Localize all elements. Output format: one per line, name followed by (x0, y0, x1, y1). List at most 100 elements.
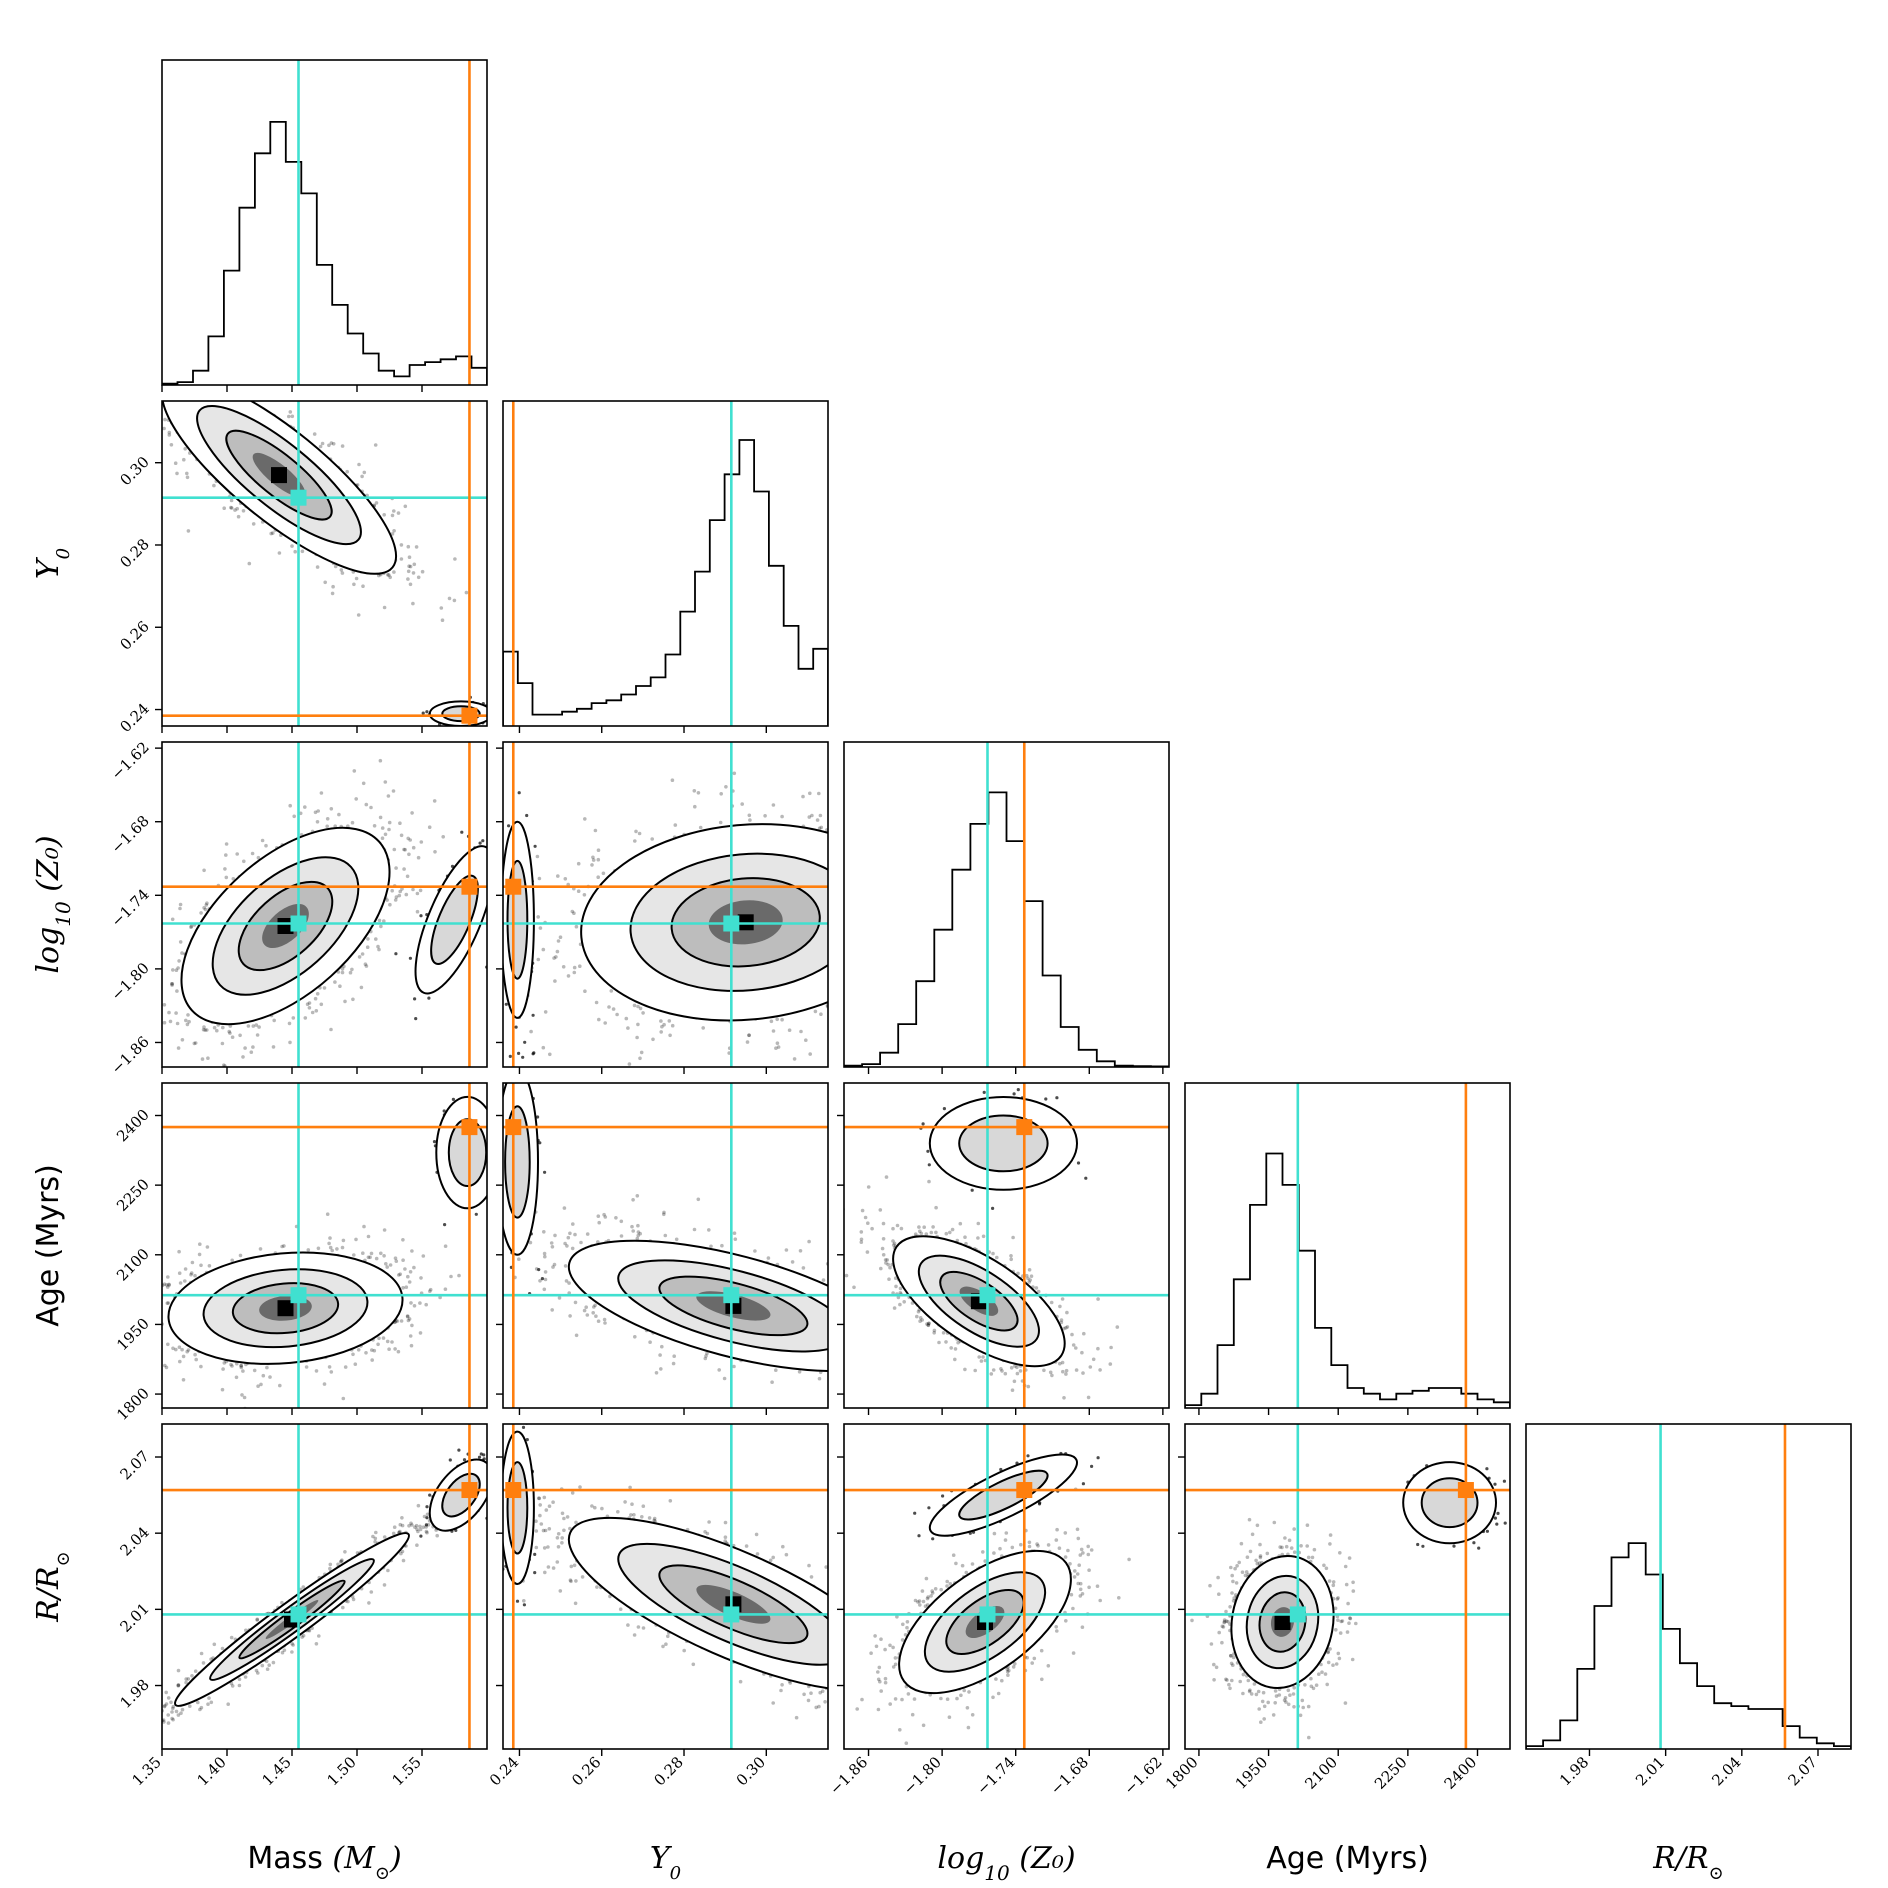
panel-frame (161, 1082, 488, 1409)
orange-marker-point (461, 878, 478, 895)
y-tick-label-logz: −1.74 (108, 885, 153, 930)
density-contours (167, 1251, 404, 1365)
panel-frame (161, 1423, 488, 1750)
y-tick-label-radius: 2.07 (116, 1447, 152, 1483)
orange-marker-point (461, 1119, 478, 1136)
y-tick-label-age: 1950 (113, 1315, 153, 1355)
density-contours (567, 1516, 828, 1692)
cyan-marker-point (290, 1606, 307, 1623)
cyan-marker-point (979, 1606, 996, 1623)
x-tick-label-mass: 1.55 (388, 1753, 424, 1789)
orange-marker-point (1016, 1482, 1033, 1499)
x-tick-label-radius: 2.04 (1708, 1753, 1744, 1789)
y-tick-label-radius: 1.98 (116, 1676, 152, 1712)
panel-frame (1525, 1423, 1852, 1750)
panel-logz-logz (843, 741, 1170, 1074)
panel-age-mass: 1800 1950 2100 2250 2400 (113, 1082, 488, 1424)
x-tick-label-y0: 0.28 (650, 1753, 686, 1789)
orange-marker-point (505, 878, 522, 895)
orange-marker-point (461, 707, 478, 724)
x-tick-label-age: 1800 (1162, 1753, 1202, 1793)
y-tick-label-logz: −1.80 (108, 959, 153, 1004)
x-tick-label-mass: 1.35 (128, 1753, 164, 1789)
density-contours (162, 401, 398, 575)
x-tick-label-logz: −1.62 (1120, 1753, 1165, 1798)
panel-frame (843, 1423, 1170, 1750)
panel-frame (502, 1082, 829, 1409)
mass-x-label: Mass (M⊙) (247, 1841, 401, 1884)
cyan-marker-point (723, 1606, 740, 1623)
cyan-marker-point (979, 1287, 996, 1304)
orange-marker-point (505, 1482, 522, 1499)
cyan-marker-point (1289, 1606, 1306, 1623)
panel-frame (843, 1082, 1170, 1409)
histogram-radius (1526, 1542, 1851, 1749)
x-tick-label-age: 1950 (1232, 1753, 1272, 1793)
y0-x-label: Y0 (650, 1841, 681, 1884)
panel-y0-mass: 0.24 0.26 0.28 0.30 (116, 400, 488, 736)
cyan-marker-point (290, 489, 307, 506)
panel-mass-mass (161, 59, 488, 392)
orange-marker-point (1016, 1119, 1033, 1136)
density-contours (928, 1453, 1078, 1537)
density-contours (928, 1096, 1079, 1191)
histogram-y0 (503, 439, 828, 726)
x-tick-label-age: 2250 (1371, 1753, 1411, 1793)
panel-frame (161, 59, 488, 386)
x-tick-label-radius: 1.98 (1556, 1753, 1592, 1789)
density-contours (567, 1239, 828, 1373)
y-tick-label-y0: 0.28 (116, 535, 152, 571)
y-tick-label-age: 1800 (113, 1384, 153, 1424)
panel-age-y0 (496, 1082, 829, 1415)
panel-frame (161, 400, 488, 727)
x-tick-label-radius: 2.07 (1784, 1753, 1820, 1789)
x-tick-label-y0: 0.30 (733, 1753, 769, 1789)
density-contours (180, 826, 391, 1026)
panel-radius-y0: 0.24 0.26 0.28 0.30 (486, 1423, 829, 1789)
cyan-marker-point (723, 1287, 740, 1304)
panel-radius-mass: 1.35 1.40 1.45 1.50 1.55 1.98 2.01 2.04 2.07 (116, 1423, 488, 1789)
cyan-marker-point (723, 915, 740, 932)
panel-frame (161, 741, 488, 1068)
age-x-label: Age (Myrs) (1266, 1841, 1429, 1876)
y-tick-label-age: 2250 (113, 1175, 153, 1215)
panel-frame (1184, 1082, 1511, 1409)
age-y-label: Age (Myrs) (31, 1164, 66, 1327)
y-tick-label-radius: 2.04 (116, 1523, 152, 1559)
x-tick-label-logz: −1.80 (900, 1753, 945, 1798)
x-tick-label-y0: 0.26 (568, 1753, 604, 1789)
density-contours (503, 1430, 535, 1586)
panel-radius-logz: −1.86 −1.80 −1.74 −1.68 −1.62 (826, 1423, 1170, 1798)
logz-x-label: log10 (Z₀) (937, 1841, 1075, 1885)
radius-y-label: R/R⊙ (31, 1551, 74, 1622)
y-tick-label-age: 2100 (113, 1245, 153, 1285)
x-tick-label-logz: −1.86 (826, 1753, 871, 1798)
panel-frame (1184, 1423, 1511, 1750)
x-tick-label-y0: 0.24 (486, 1753, 522, 1789)
logz-y-label: log10 (Z₀) (31, 835, 75, 973)
panel-radius-age: 1800 1950 2100 2250 2400 (1162, 1423, 1511, 1793)
x-tick-label-logz: −1.68 (1047, 1753, 1092, 1798)
density-contours (892, 1235, 1066, 1368)
radius-x-label: R/R⊙ (1652, 1841, 1723, 1884)
panel-y0-y0 (502, 400, 829, 733)
density-contours (503, 820, 535, 1019)
panel-radius-radius: 1.98 2.01 2.04 2.07 (1525, 1423, 1852, 1789)
cyan-marker-point (290, 1287, 307, 1304)
density-contours (414, 845, 487, 995)
x-tick-label-mass: 1.45 (258, 1753, 294, 1789)
y-tick-label-age: 2400 (113, 1106, 153, 1146)
panel-frame (502, 1423, 829, 1750)
panel-age-logz (837, 1082, 1170, 1415)
y-tick-label-logz: −1.62 (108, 738, 153, 783)
density-contours (435, 1095, 487, 1210)
x-tick-label-radius: 2.01 (1632, 1753, 1668, 1789)
cyan-marker-point (290, 915, 307, 932)
panel-logz-y0 (496, 741, 829, 1074)
y0-y-label: Y0 (31, 548, 74, 579)
orange-marker-point (461, 1482, 478, 1499)
orange-marker-point (505, 1119, 522, 1136)
x-tick-label-mass: 1.40 (193, 1753, 229, 1789)
panel-frame (502, 400, 829, 727)
